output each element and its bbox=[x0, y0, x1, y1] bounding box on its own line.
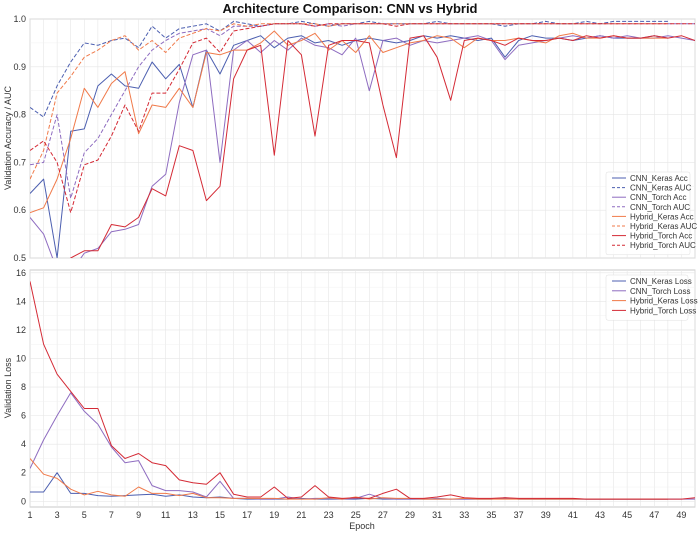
series-line-hybrid-keras-auc bbox=[30, 23, 668, 180]
legend-label: CNN_Torch Loss bbox=[630, 287, 690, 296]
x-tick-label: 1 bbox=[27, 510, 32, 520]
legend-label: Hybrid_Torch Loss bbox=[630, 306, 696, 315]
x-tick-label: 11 bbox=[161, 510, 170, 520]
y-tick-label: 0.5 bbox=[13, 253, 26, 263]
x-tick-label: 15 bbox=[215, 510, 225, 520]
x-tick-label: 39 bbox=[541, 510, 551, 520]
x-tick-label: 29 bbox=[405, 510, 415, 520]
top-y-axis-label: Validation Accuracy / AUC bbox=[3, 86, 13, 190]
legend-box bbox=[605, 274, 689, 321]
x-tick-label: 25 bbox=[351, 510, 361, 520]
y-tick-label: 4 bbox=[21, 439, 26, 449]
legend-label: Hybrid_Torch Acc bbox=[630, 232, 692, 241]
legend-label: CNN_Torch AUC bbox=[630, 203, 690, 212]
legend-label: Hybrid_Torch AUC bbox=[630, 241, 696, 250]
x-tick-label: 47 bbox=[649, 510, 659, 520]
series-line-hybrid-torch-acc bbox=[69, 35, 695, 258]
x-tick-label: 41 bbox=[568, 510, 578, 520]
x-tick-label: 21 bbox=[296, 510, 306, 520]
bottom-series-lines bbox=[30, 281, 695, 500]
x-tick-label: 7 bbox=[109, 510, 114, 520]
series-line-hybrid-keras-acc bbox=[30, 30, 668, 214]
x-tick-label: 19 bbox=[269, 510, 279, 520]
x-tick-label: 17 bbox=[242, 510, 252, 520]
y-tick-label: 16 bbox=[16, 268, 26, 278]
y-tick-label: 0.7 bbox=[13, 157, 26, 167]
y-tick-label: 10 bbox=[16, 354, 26, 364]
y-tick-label: 8 bbox=[21, 382, 26, 392]
y-tick-label: 1.0 bbox=[13, 14, 26, 24]
legend-label: CNN_Keras Loss bbox=[630, 277, 692, 286]
legend-label: Hybrid_Keras Acc bbox=[630, 212, 694, 221]
y-tick-label: 0 bbox=[21, 496, 26, 506]
x-tick-label: 5 bbox=[82, 510, 87, 520]
x-tick-label: 23 bbox=[324, 510, 334, 520]
bottom-x-ticks: 1 3 5 7 9 11 13 15 17 19 21 23 25 27 29 31 33 35 37 39 41 43 4… bbox=[27, 510, 686, 520]
x-tick-label: 37 bbox=[514, 510, 524, 520]
legend-label: CNN_Keras AUC bbox=[630, 184, 692, 193]
x-tick-label: 13 bbox=[188, 510, 198, 520]
legend-label: CNN_Keras Acc bbox=[630, 174, 688, 183]
x-tick-label: 45 bbox=[622, 510, 632, 520]
chart-title: Architecture Comparison: CNN vs Hybrid bbox=[223, 1, 478, 16]
x-tick-label: 49 bbox=[676, 510, 686, 520]
y-tick-label: 0.6 bbox=[13, 205, 26, 215]
y-tick-label: 2 bbox=[21, 468, 26, 478]
top-y-ticks: 0.5 0.6 0.7 0.8 0.9 1.0 bbox=[13, 14, 26, 263]
legend-label: Hybrid_Keras Loss bbox=[630, 297, 698, 306]
bottom-y-ticks: 0 2 4 6 8 10 12 14 16 bbox=[16, 268, 26, 506]
x-tick-label: 31 bbox=[432, 510, 442, 520]
bottom-gridlines bbox=[29, 270, 696, 507]
x-axis-label: Epoch bbox=[349, 521, 375, 531]
accuracy-auc-panel: 0.5 0.6 0.7 0.8 0.9 1.0 CNN_Keras AccCNN_Kera… bbox=[3, 14, 697, 263]
x-tick-label: 43 bbox=[595, 510, 605, 520]
x-tick-label: 9 bbox=[136, 510, 141, 520]
legend-label: CNN_Torch Acc bbox=[630, 193, 686, 202]
y-tick-label: 14 bbox=[16, 296, 26, 306]
x-tick-label: 33 bbox=[459, 510, 469, 520]
series-line-hybrid-torch-auc bbox=[30, 23, 695, 214]
y-tick-label: 12 bbox=[16, 325, 26, 335]
series-line-hybrid-torch-loss bbox=[30, 281, 695, 500]
legend-label: Hybrid_Keras AUC bbox=[630, 222, 697, 231]
x-tick-label: 27 bbox=[378, 510, 388, 520]
top-series-lines bbox=[30, 20, 695, 258]
bottom-plot-frame bbox=[29, 269, 696, 508]
x-tick-label: 35 bbox=[486, 510, 496, 520]
x-tick-label: 3 bbox=[55, 510, 60, 520]
bottom-y-axis-label: Validation Loss bbox=[3, 357, 13, 418]
y-tick-label: 0.9 bbox=[13, 62, 26, 72]
y-tick-label: 6 bbox=[21, 411, 26, 421]
y-tick-label: 0.8 bbox=[13, 110, 26, 120]
legend-box bbox=[605, 171, 691, 256]
